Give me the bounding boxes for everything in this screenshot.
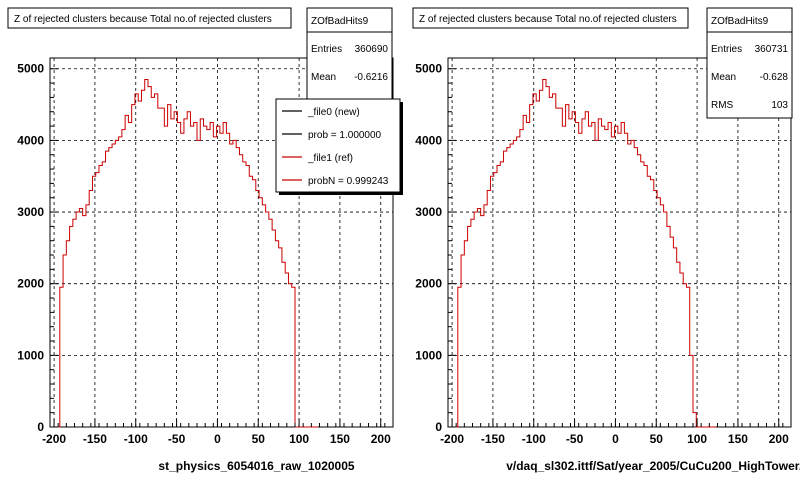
stats-name-0: ZOfBadHits9 [311, 16, 369, 27]
x-tick-label-0-8: 200 [371, 432, 391, 446]
legend-label-0: _file0 (new) [307, 107, 360, 118]
stats-value-0-1: -0.6216 [354, 72, 388, 83]
stats-label-1-1: Mean [711, 72, 736, 83]
stats-value-1-2: 103 [771, 100, 788, 111]
y-tick-label-0-1: 1000 [17, 348, 44, 362]
chart-title-0: Z of rejected clusters because Total no.… [14, 14, 272, 25]
stats-label-1-2: RMS [711, 100, 734, 111]
x-tick-label-1-4: 0 [612, 432, 619, 446]
stats-label-0-1: Mean [311, 72, 336, 83]
y-tick-label-1-0: 0 [435, 420, 442, 434]
plot-frame-1 [447, 57, 792, 428]
stats-label-0-0: Entries [311, 44, 342, 55]
title-box-1 [412, 7, 689, 29]
legend-box [275, 98, 401, 193]
histogram-series-0-0 [56, 78, 318, 428]
x-tick-label-1-2: -100 [522, 432, 546, 446]
title-box-0 [7, 7, 292, 29]
legend-label-2: _file1 (ref) [307, 153, 353, 164]
x-tick-label-0-3: -50 [168, 432, 186, 446]
y-tick-label-1-3: 3000 [415, 205, 442, 219]
x-tick-label-0-0: -200 [42, 432, 66, 446]
x-tick-label-1-0: -200 [440, 432, 464, 446]
stats-name-1: ZOfBadHits9 [711, 16, 769, 27]
x-tick-label-1-8: 200 [769, 432, 789, 446]
x-tick-label-0-7: 150 [330, 432, 350, 446]
y-tick-label-1-1: 1000 [415, 348, 442, 362]
stats-box-1 [706, 7, 793, 119]
x-tick-label-1-7: 150 [728, 432, 748, 446]
x-tick-label-1-5: 50 [650, 432, 664, 446]
histogram-series-1-0 [454, 78, 716, 428]
y-tick-label-1-4: 4000 [415, 133, 442, 147]
x-tick-label-0-2: -100 [124, 432, 148, 446]
y-tick-label-0-4: 4000 [17, 133, 44, 147]
stats-label-1-0: Entries [711, 44, 742, 55]
legend-label-1: prob = 1.000000 [308, 130, 382, 141]
x-axis-title-0: st_physics_6054016_raw_1020005 [158, 459, 354, 473]
legend-label-3: probN = 0.999243 [308, 176, 389, 187]
x-tick-label-1-3: -50 [566, 432, 584, 446]
chart-title-1: Z of rejected clusters because Total no.… [419, 14, 677, 25]
y-tick-label-1-5: 5000 [415, 62, 442, 76]
y-tick-label-0-5: 5000 [17, 62, 44, 76]
x-tick-label-0-1: -150 [83, 432, 107, 446]
x-tick-label-1-1: -150 [481, 432, 505, 446]
y-tick-label-0-0: 0 [37, 420, 44, 434]
y-tick-label-0-2: 2000 [17, 277, 44, 291]
x-axis-title-1: v/daq_sl302.ittf/Sat/year_2005/CuCu200_H… [506, 459, 800, 473]
x-tick-label-0-6: 100 [289, 432, 309, 446]
y-tick-label-1-2: 2000 [415, 277, 442, 291]
stats-value-1-0: 360731 [755, 44, 789, 55]
x-tick-label-1-6: 100 [687, 432, 707, 446]
stats-value-1-1: -0.628 [760, 72, 789, 83]
y-tick-label-0-3: 3000 [17, 205, 44, 219]
x-tick-label-0-5: 50 [252, 432, 266, 446]
x-tick-label-0-4: 0 [214, 432, 221, 446]
stats-value-0-0: 360690 [355, 44, 389, 55]
